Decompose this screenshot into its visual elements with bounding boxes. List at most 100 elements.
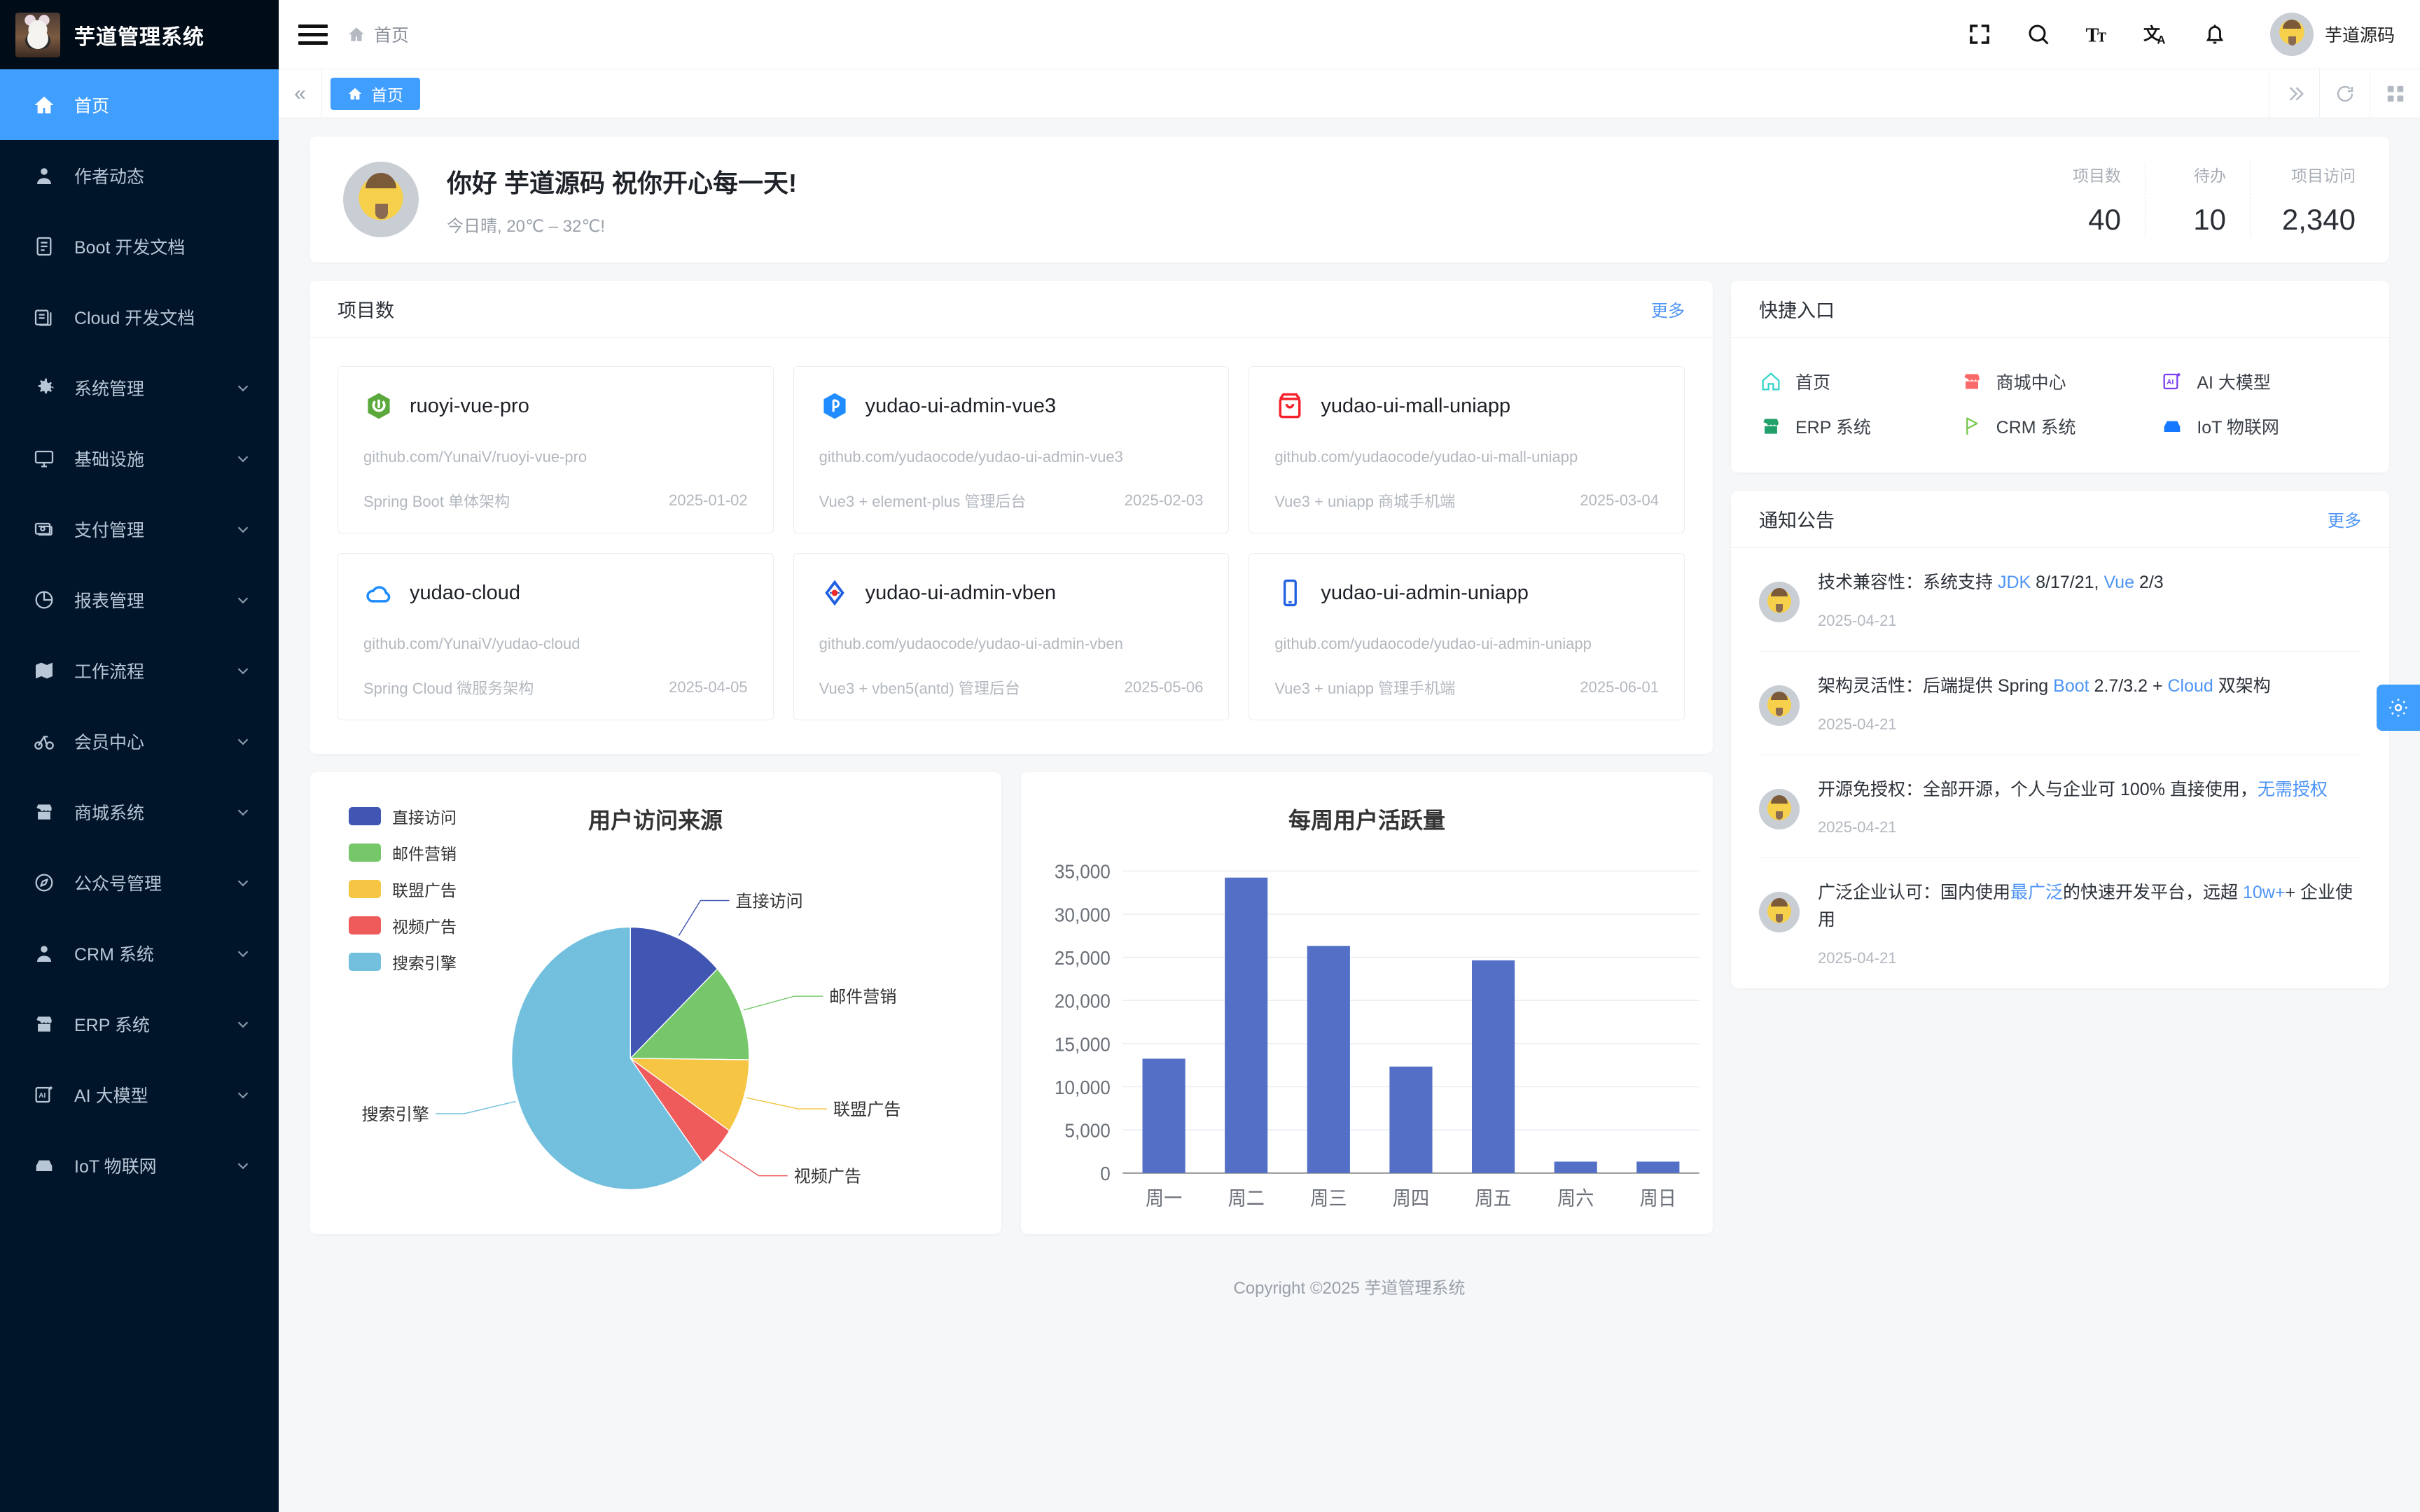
notice-date: 2025-04-21 [1818,715,1897,733]
sidebar-item-4[interactable]: 系统管理 [0,352,279,423]
projects-more-link[interactable]: 更多 [1651,302,1685,321]
project-desc: Vue3 + uniapp 管理手机端 [1274,680,1456,697]
sidebar-item-14[interactable]: AI AI 大模型 [0,1059,279,1130]
left-column: 项目数 更多 ruoyi-vue-pro github.com/YunaiV/r… [310,281,1713,1252]
pie-slice-label: 直接访问 [735,892,802,911]
settings-drawer-button[interactable] [2377,685,2420,731]
sidebar-item-label: 基础设施 [74,449,145,470]
quick-entry-card: 快捷入口 首页 商城中心 AI AI 大模型 ERP 系统 CRM 系统 IoT … [1731,281,2389,472]
bar-y-tick-label: 15,000 [1055,1032,1111,1055]
sidebar-item-8[interactable]: 工作流程 [0,635,279,706]
crm-flag-icon [1960,414,1984,438]
sidebar-item-2[interactable]: Boot 开发文档 [0,211,279,281]
quick-entry-1[interactable]: 商城中心 [1960,359,2161,404]
quick-entry-2[interactable]: AI AI 大模型 [2160,359,2361,404]
notices-more-link[interactable]: 更多 [2328,512,2361,531]
project-card[interactable]: ruoyi-vue-pro github.com/YunaiV/ruoyi-vu… [338,366,774,533]
project-url: github.com/yudaocode/yudao-ui-mall-uniap… [1274,448,1578,465]
sidebar-item-11[interactable]: 公众号管理 [0,847,279,918]
tabs-area: 首页 [322,69,2269,118]
bar-x-tick-label: 周三 [1310,1187,1347,1210]
project-card[interactable]: yudao-cloud github.com/YunaiV/yudao-clou… [338,553,774,720]
chevrons-right-icon[interactable] [2269,69,2319,118]
project-date: 2025-02-03 [1124,491,1204,509]
project-header: ruoyi-vue-pro [363,391,748,421]
quick-entry-4[interactable]: CRM 系统 [1960,404,2161,449]
right-column: 快捷入口 首页 商城中心 AI AI 大模型 ERP 系统 CRM 系统 IoT … [1731,281,2389,988]
bell-icon[interactable] [2202,21,2228,48]
chevron-down-icon [234,1086,252,1104]
notices-title: 通知公告 [1759,510,1835,531]
sidebar-logo[interactable]: 芋道管理系统 [0,0,279,69]
project-card[interactable]: yudao-ui-admin-vue3 github.com/yudaocode… [793,366,1230,533]
user-menu[interactable]: 芋道源码 [2269,13,2395,56]
sidebar-item-label: AI 大模型 [74,1086,148,1106]
sidebar-item-0[interactable]: 首页 [0,69,279,140]
shop-icon [1960,370,1984,393]
chevron-down-icon [234,803,252,821]
project-name: yudao-ui-mall-uniapp [1321,394,1511,417]
quick-entry-label: 首页 [1795,373,1831,393]
notice-item[interactable]: 架构灵活性：后端提供 Spring Boot 2.7/3.2 + Cloud 双… [1759,652,2361,755]
project-card[interactable]: yudao-ui-admin-uniapp github.com/yudaoco… [1249,553,1685,720]
sidebar-item-3[interactable]: Cloud 开发文档 [0,281,279,352]
dashboard-row: 项目数 更多 ruoyi-vue-pro github.com/YunaiV/r… [310,281,2389,1252]
quick-entry-0[interactable]: 首页 [1759,359,1960,404]
pie-legend-item[interactable]: 视频广告 [349,913,457,937]
sidebar-item-10[interactable]: 商城系统 [0,776,279,847]
notice-item[interactable]: 开源免授权：全部开源，个人与企业可 100% 直接使用，无需授权 2025-04… [1759,755,2361,859]
quick-entry-3[interactable]: ERP 系统 [1759,404,1960,449]
gear-icon [2389,699,2407,717]
project-card[interactable]: yudao-ui-mall-uniapp github.com/yudaocod… [1249,366,1685,533]
erp-icon [1759,414,1783,438]
pie-legend-item[interactable]: 联盟广告 [349,877,457,901]
notice-body: 开源免授权：全部开源，个人与企业可 100% 直接使用，无需授权 2025-04… [1818,776,2361,837]
sidebar-item-1[interactable]: 作者动态 [0,140,279,211]
search-icon[interactable] [2025,21,2052,48]
project-footer: Vue3 + uniapp 商城手机端 2025-03-04 [1274,489,1659,512]
sidebar-item-13[interactable]: ERP 系统 [0,988,279,1059]
sidebar-item-7[interactable]: 报表管理 [0,564,279,635]
pie-legend-item[interactable]: 搜索引擎 [349,950,457,974]
legend-swatch [349,844,381,862]
welcome-banner: 你好 芋道源码 祝你开心每一天! 今日晴, 20℃ – 32℃! 项目数 40 待… [310,136,2389,262]
footer-copyright: Copyright ©2025 芋道管理系统 [1233,1278,1466,1298]
pie-leader-line [435,1100,516,1114]
sidebar-item-label: Cloud 开发文档 [74,308,195,328]
bar-rect [1636,1161,1680,1173]
sidebar-item-12[interactable]: CRM 系统 [0,918,279,988]
grid-icon[interactable] [2370,69,2420,118]
quick-entry-header: 快捷入口 [1731,281,2389,338]
notice-item[interactable]: 技术兼容性：系统支持 JDK 8/17/21, Vue 2/3 2025-04-… [1759,548,2361,652]
refresh-icon[interactable] [2319,69,2370,118]
notice-item[interactable]: 广泛企业认可：国内使用最广泛的快速开发平台，远超 10w++ 企业使用 2025… [1759,858,2361,988]
project-desc: Spring Boot 单体架构 [363,493,510,510]
pie-legend-item[interactable]: 直接访问 [349,804,457,828]
project-card[interactable]: yudao-ui-admin-vben github.com/yudaocode… [793,553,1230,720]
pie-leader-line [718,1149,788,1177]
welcome-stat-value: 2,340 [2281,203,2356,236]
legend-swatch [349,953,381,971]
project-footer: Vue3 + element-plus 管理后台 2025-02-03 [819,489,1204,512]
tab-0[interactable]: 首页 [331,77,420,110]
quick-entry-5[interactable]: IoT 物联网 [2160,404,2361,449]
sidebar-item-label: 商城系统 [74,803,145,823]
sidebar-item-15[interactable]: IoT 物联网 [0,1130,279,1200]
logo-image [15,12,60,57]
tabbar-right-actions [2269,69,2420,118]
sidebar-item-label: 系统管理 [74,379,145,399]
tabs-scroll-left-icon[interactable]: « [279,69,322,118]
vben-icon [819,578,850,608]
fullscreen-icon[interactable] [1966,21,1993,48]
sidebar-item-6[interactable]: 支付管理 [0,493,279,564]
sidebar-item-9[interactable]: 会员中心 [0,706,279,776]
sidebar-item-5[interactable]: 基础设施 [0,423,279,493]
bar-y-tick-label: 35,000 [1055,860,1111,883]
svg-text:A: A [2157,34,2165,47]
project-header: yudao-ui-admin-vben [819,578,1204,608]
pie-legend-item[interactable]: 邮件营销 [349,841,457,864]
menu-collapse-icon[interactable] [298,20,328,49]
